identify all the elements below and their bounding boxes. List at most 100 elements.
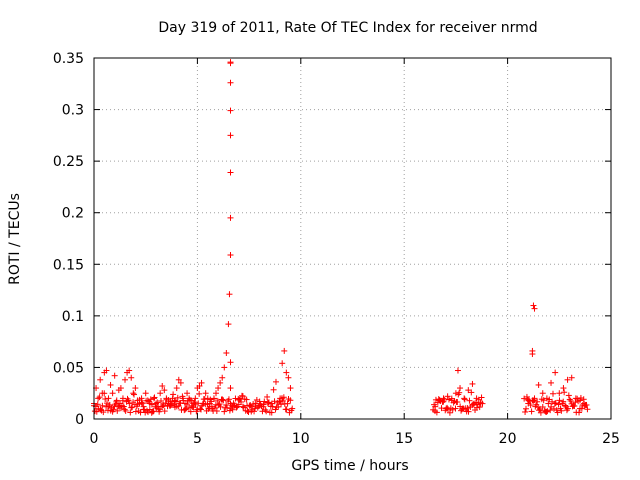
data-point: [444, 393, 451, 400]
noise-point: [213, 408, 220, 415]
noise-point: [466, 397, 473, 404]
data-point: [97, 376, 104, 383]
data-point: [223, 349, 230, 356]
noise-point: [224, 404, 231, 411]
noise-point: [523, 393, 530, 400]
data-point: [153, 400, 160, 407]
data-point: [204, 395, 211, 402]
data-point: [576, 397, 583, 404]
x-tick-label: 5: [193, 431, 202, 447]
data-point: [227, 169, 234, 176]
roti-data-points: [91, 59, 588, 410]
noise-point: [129, 404, 136, 411]
data-point: [198, 379, 205, 386]
noise-point: [551, 400, 558, 407]
noise-point: [544, 408, 551, 415]
data-point: [283, 369, 290, 376]
data-point: [572, 395, 579, 402]
noise-point: [534, 398, 541, 405]
data-point: [161, 387, 168, 394]
noise-point: [262, 406, 269, 413]
noise-point: [96, 394, 103, 401]
noise-point: [131, 391, 138, 398]
noise-point: [243, 396, 250, 403]
data-point: [173, 385, 180, 392]
data-point: [111, 372, 118, 379]
data-point: [268, 400, 275, 407]
noise-point: [105, 403, 112, 410]
y-tick-label: 0.2: [62, 206, 84, 222]
data-point: [272, 378, 279, 385]
noise-point: [584, 406, 591, 413]
noise-point: [219, 396, 226, 403]
data-point: [103, 367, 110, 374]
data-point: [531, 395, 538, 402]
data-point: [126, 367, 133, 374]
noise-point: [170, 391, 177, 398]
x-tick-label: 0: [90, 431, 99, 447]
data-point: [155, 403, 162, 410]
noise-point: [144, 407, 151, 414]
noise-point: [216, 401, 223, 408]
x-axis-tick-labels: 0 5 10 15 20 25: [90, 431, 620, 447]
data-point: [107, 381, 114, 388]
noise-point: [225, 396, 232, 403]
data-point: [159, 382, 166, 389]
data-point: [465, 387, 472, 394]
noise-point: [147, 396, 154, 403]
noise-point: [158, 397, 165, 404]
data-point: [529, 347, 536, 354]
data-point: [227, 400, 234, 407]
noise-point: [261, 398, 268, 405]
y-axis-label: ROTI / TECUs: [7, 193, 23, 285]
y-tick-label: 0: [75, 412, 84, 428]
data-point: [95, 395, 102, 402]
data-point: [215, 385, 222, 392]
noise-point: [473, 404, 480, 411]
data-point: [206, 400, 213, 407]
noise-point: [537, 409, 544, 416]
noise-point: [528, 408, 535, 415]
noise-point: [445, 406, 452, 413]
noise-point: [465, 408, 472, 415]
data-point: [531, 305, 538, 312]
data-point: [128, 374, 135, 381]
data-point: [190, 400, 197, 407]
data-point: [477, 400, 484, 407]
noise-point: [122, 407, 129, 414]
noise-point: [172, 398, 179, 405]
noise-point: [552, 400, 559, 407]
noise-point: [564, 405, 571, 412]
noise-point: [433, 409, 440, 416]
data-point: [227, 359, 234, 366]
noise-point: [94, 401, 101, 408]
data-point: [122, 376, 129, 383]
noise-point: [187, 408, 194, 415]
noise-point: [161, 408, 168, 415]
noise-point: [562, 402, 569, 409]
noise-point: [197, 405, 204, 412]
data-point: [461, 395, 468, 402]
data-point: [281, 347, 288, 354]
data-point: [436, 397, 443, 404]
noise-point: [221, 408, 228, 415]
noise-point: [543, 408, 550, 415]
data-point: [452, 390, 459, 397]
data-point: [202, 390, 209, 397]
data-point: [117, 385, 124, 392]
noise-point: [566, 396, 573, 403]
noise-point: [461, 396, 468, 403]
noise-point: [97, 406, 104, 413]
data-point: [192, 395, 199, 402]
noise-point: [100, 409, 107, 416]
data-point: [217, 379, 224, 386]
data-point: [248, 403, 255, 410]
data-point: [109, 390, 116, 397]
noise-point: [556, 397, 563, 404]
noise-point: [567, 397, 574, 404]
noise-point: [121, 406, 128, 413]
chart-title: Day 319 of 2011, Rate Of TEC Index for r…: [158, 20, 537, 36]
noise-point: [275, 403, 282, 410]
noise-point: [547, 407, 554, 414]
